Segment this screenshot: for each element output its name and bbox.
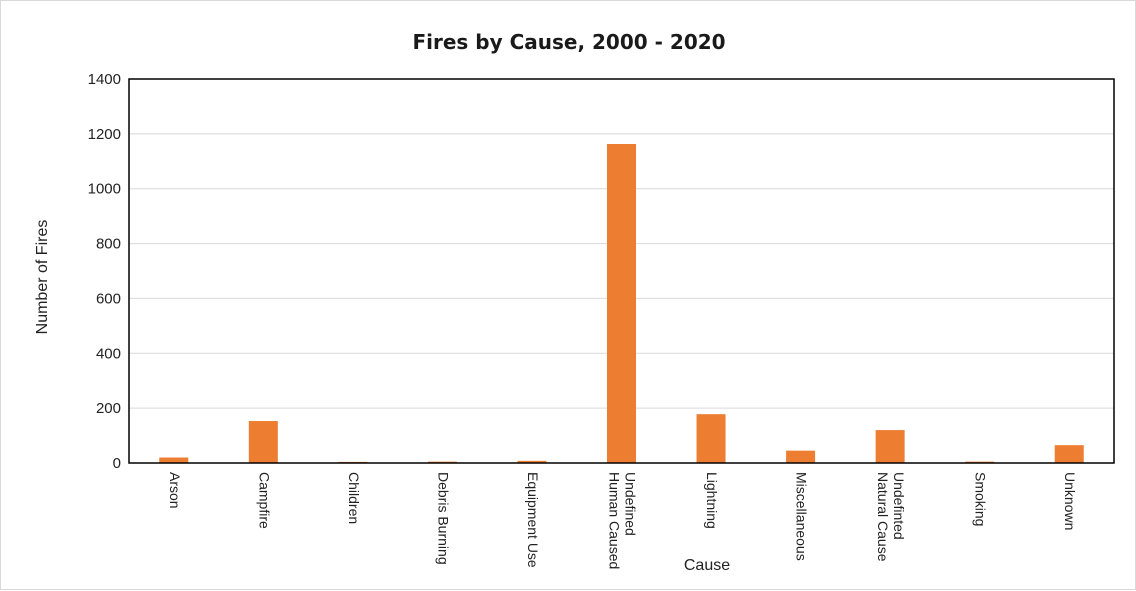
x-category-label: Arson bbox=[167, 472, 183, 509]
y-tick-label: 0 bbox=[113, 455, 121, 472]
y-tick-label: 800 bbox=[96, 236, 121, 253]
x-category-label: Debris Burning bbox=[435, 472, 451, 565]
x-category-label: Miscellaneous bbox=[794, 472, 810, 561]
bar bbox=[875, 430, 905, 463]
x-category-label: Lightning bbox=[704, 472, 720, 529]
x-category-label: UndefintedNatural Cause bbox=[875, 472, 907, 562]
y-tick-label: 600 bbox=[96, 290, 121, 307]
y-tick-label: 1200 bbox=[88, 126, 121, 143]
y-tick-label: 1400 bbox=[88, 71, 121, 88]
y-tick-label: 1000 bbox=[88, 181, 121, 198]
x-category-label: UndefinedHuman Caused bbox=[607, 472, 639, 569]
y-axis-title: Number of Fires bbox=[34, 220, 51, 335]
y-tick-labels: 0 200 400 600 800 1000 1200 1400 bbox=[88, 71, 121, 472]
bar bbox=[248, 421, 278, 463]
bar bbox=[607, 144, 636, 463]
y-tick-label: 400 bbox=[96, 345, 121, 362]
plot-area-border bbox=[128, 78, 1115, 464]
bars bbox=[159, 144, 1084, 463]
x-category-labels: Arson Campfire Children Debris Burning Equip… bbox=[167, 472, 1078, 569]
x-category-label: Equipment Use bbox=[525, 472, 541, 568]
x-category-label: Unknown bbox=[1062, 472, 1078, 530]
x-category-label: Smoking bbox=[973, 472, 989, 526]
bar bbox=[1054, 445, 1084, 463]
bar bbox=[696, 414, 726, 463]
bar bbox=[517, 460, 547, 463]
x-category-label: Children bbox=[346, 472, 362, 524]
y-tick-label: 200 bbox=[96, 400, 121, 417]
chart-title: Fires by Cause, 2000 - 2020 bbox=[412, 30, 725, 54]
x-axis-title: Cause bbox=[684, 557, 730, 574]
bar bbox=[786, 450, 816, 463]
x-category-label: Campfire bbox=[256, 472, 272, 529]
bar bbox=[159, 457, 189, 463]
